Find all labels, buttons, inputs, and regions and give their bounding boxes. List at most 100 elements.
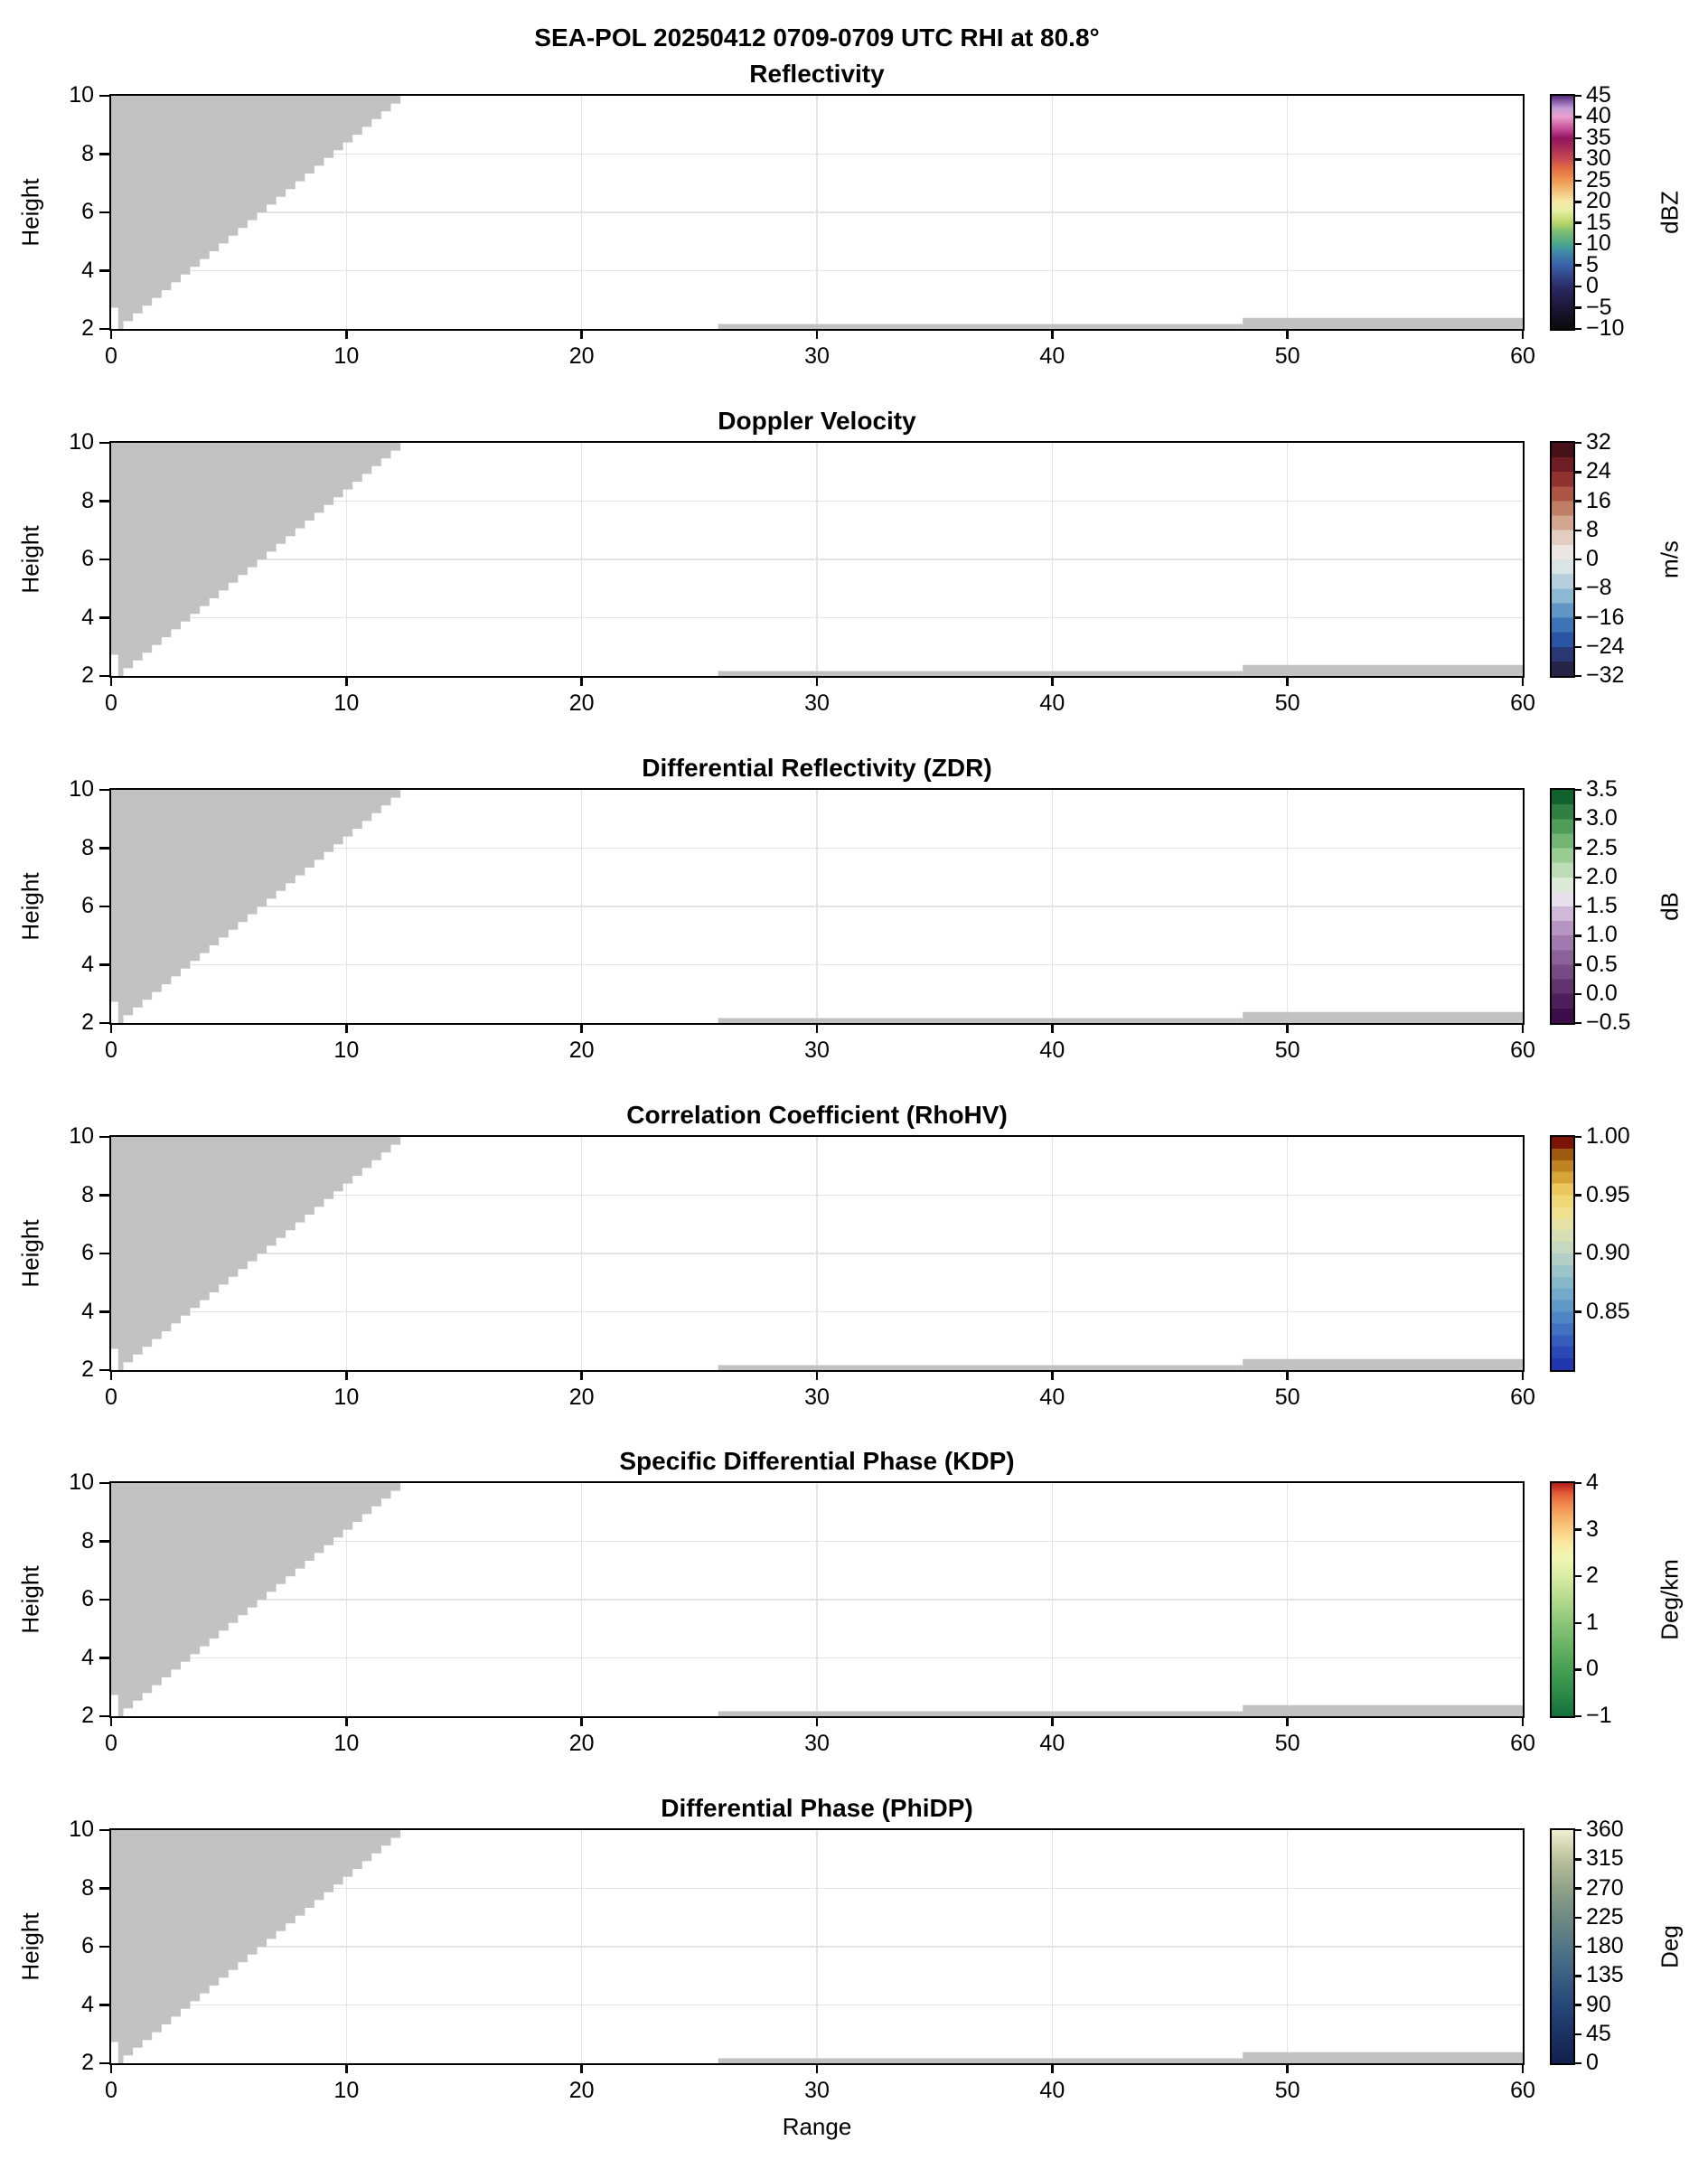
colorbar-tick-mark: [1573, 441, 1581, 445]
colorbar-tick-mark: [1573, 1574, 1581, 1578]
colorbar-unit-label: dB: [1656, 892, 1684, 921]
y-tick-label: 8: [81, 1874, 94, 1901]
gridline-y: [111, 1194, 1523, 1197]
no-data-mask: [111, 443, 1523, 676]
colorbar-tick-mark: [1573, 934, 1581, 937]
y-tick-mark: [99, 1657, 109, 1659]
colorbar: [1550, 441, 1575, 678]
y-tick-mark: [99, 1194, 109, 1197]
colorbar-tick-label: 0: [1586, 2050, 1599, 2075]
colorbar-tick-mark: [1573, 2033, 1581, 2035]
y-tick-mark: [99, 1021, 109, 1025]
mask-strip: [1243, 1011, 1523, 1023]
gridline-y: [111, 1657, 1523, 1659]
colorbar-tick-mark: [1573, 1828, 1581, 1832]
y-tick-label: 10: [69, 1469, 94, 1495]
y-tick-label: 2: [81, 1009, 94, 1035]
colorbar-tick-label: 15: [1586, 209, 1611, 235]
y-tick-mark: [99, 2061, 109, 2065]
colorbar-tick-label: 0.0: [1586, 980, 1618, 1006]
colorbar-tick-mark: [1573, 221, 1581, 224]
x-tick-label: 30: [804, 1385, 830, 1410]
y-tick-mark: [99, 1714, 109, 1718]
y-tick-label: 10: [69, 1123, 94, 1149]
colorbar-tick-label: 30: [1586, 146, 1611, 172]
panel-title: Correlation Coefficient (RhoHV): [626, 1101, 1008, 1129]
panel-title: Differential Phase (PhiDP): [661, 1794, 973, 1822]
colorbar-tick-mark: [1573, 500, 1581, 502]
x-tick-mark: [1286, 1370, 1289, 1380]
x-tick-mark: [1286, 1716, 1289, 1726]
colorbar-tick-mark: [1573, 94, 1581, 98]
colorbar-tick-mark: [1573, 285, 1581, 288]
y-tick-mark: [99, 500, 109, 502]
colorbar-tick-mark: [1573, 1528, 1581, 1531]
y-axis-label: Height: [16, 178, 44, 247]
gridline-y: [111, 1310, 1523, 1313]
y-tick-label: 6: [81, 893, 94, 918]
mask-strip: [718, 1018, 1243, 1023]
x-tick-mark: [1051, 676, 1054, 686]
x-tick-mark: [345, 1023, 348, 1033]
colorbar-tick-label: 10: [1586, 230, 1611, 257]
colorbar-unit-label: dBZ: [1656, 191, 1684, 234]
mask-strip: [718, 671, 1243, 676]
colorbar-tick-label: 4: [1586, 1469, 1599, 1495]
colorbar-tick-mark: [1573, 992, 1581, 995]
x-tick-label: 40: [1039, 690, 1065, 716]
colorbar-tick-label: 16: [1586, 487, 1611, 513]
x-tick-mark: [1051, 2063, 1054, 2073]
colorbar-tick-label: −32: [1586, 662, 1625, 688]
colorbar-tick-label: 1: [1586, 1609, 1599, 1635]
x-tick-label: 10: [333, 2078, 360, 2103]
colorbar-tick-mark: [1573, 179, 1581, 183]
colorbar-tick-label: 3.0: [1586, 805, 1618, 831]
x-tick-label: 0: [105, 343, 117, 369]
x-tick-label: 40: [1039, 2078, 1065, 2103]
colorbar-tick-label: −16: [1586, 604, 1625, 630]
colorbar-tick-label: 0.95: [1586, 1181, 1630, 1207]
y-tick-label: 10: [69, 429, 94, 455]
mask-strip: [1243, 664, 1523, 676]
colorbar: [1550, 1135, 1575, 1372]
x-tick-label: 60: [1510, 1038, 1535, 1063]
y-tick-mark: [99, 211, 109, 214]
x-tick-label: 20: [568, 690, 595, 716]
no-data-mask: [111, 790, 1523, 1023]
y-tick-mark: [99, 441, 109, 445]
colorbar-tick-label: 270: [1586, 1874, 1624, 1901]
x-tick-mark: [109, 676, 113, 686]
x-tick-label: 0: [105, 1385, 117, 1410]
y-tick-mark: [99, 1135, 109, 1139]
colorbar-tick-label: 0.85: [1586, 1298, 1630, 1324]
colorbar-tick-mark: [1573, 1135, 1581, 1139]
x-tick-label: 10: [333, 1038, 360, 1063]
y-tick-label: 4: [81, 1991, 94, 2017]
mask-strip: [1243, 1358, 1523, 1370]
colorbar-tick-mark: [1573, 847, 1581, 850]
x-tick-label: 60: [1510, 1731, 1535, 1756]
y-axis-label: Height: [16, 1912, 44, 1981]
y-tick-label: 6: [81, 546, 94, 571]
colorbar-tick-label: 1.00: [1586, 1123, 1630, 1149]
colorbar-tick-label: −8: [1586, 575, 1612, 601]
plot-area: [109, 1481, 1525, 1718]
x-tick-label: 50: [1274, 1038, 1300, 1063]
x-tick-mark: [580, 329, 583, 339]
x-tick-label: 40: [1039, 343, 1065, 369]
colorbar-tick-label: 135: [1586, 1962, 1624, 1988]
colorbar-tick-label: 20: [1586, 188, 1611, 214]
colorbar-tick-label: 1.5: [1586, 893, 1618, 918]
y-tick-label: 4: [81, 951, 94, 977]
colorbar-tick-mark: [1573, 1021, 1581, 1025]
y-tick-mark: [99, 616, 109, 619]
y-tick-label: 8: [81, 140, 94, 166]
x-tick-mark: [1286, 2063, 1289, 2073]
x-tick-mark: [1051, 1370, 1054, 1380]
x-tick-mark: [1286, 676, 1289, 686]
y-tick-mark: [99, 847, 109, 850]
y-tick-label: 8: [81, 1181, 94, 1207]
colorbar-tick-label: 2: [1586, 1563, 1599, 1589]
y-tick-label: 6: [81, 199, 94, 224]
colorbar-tick-mark: [1573, 2061, 1581, 2065]
